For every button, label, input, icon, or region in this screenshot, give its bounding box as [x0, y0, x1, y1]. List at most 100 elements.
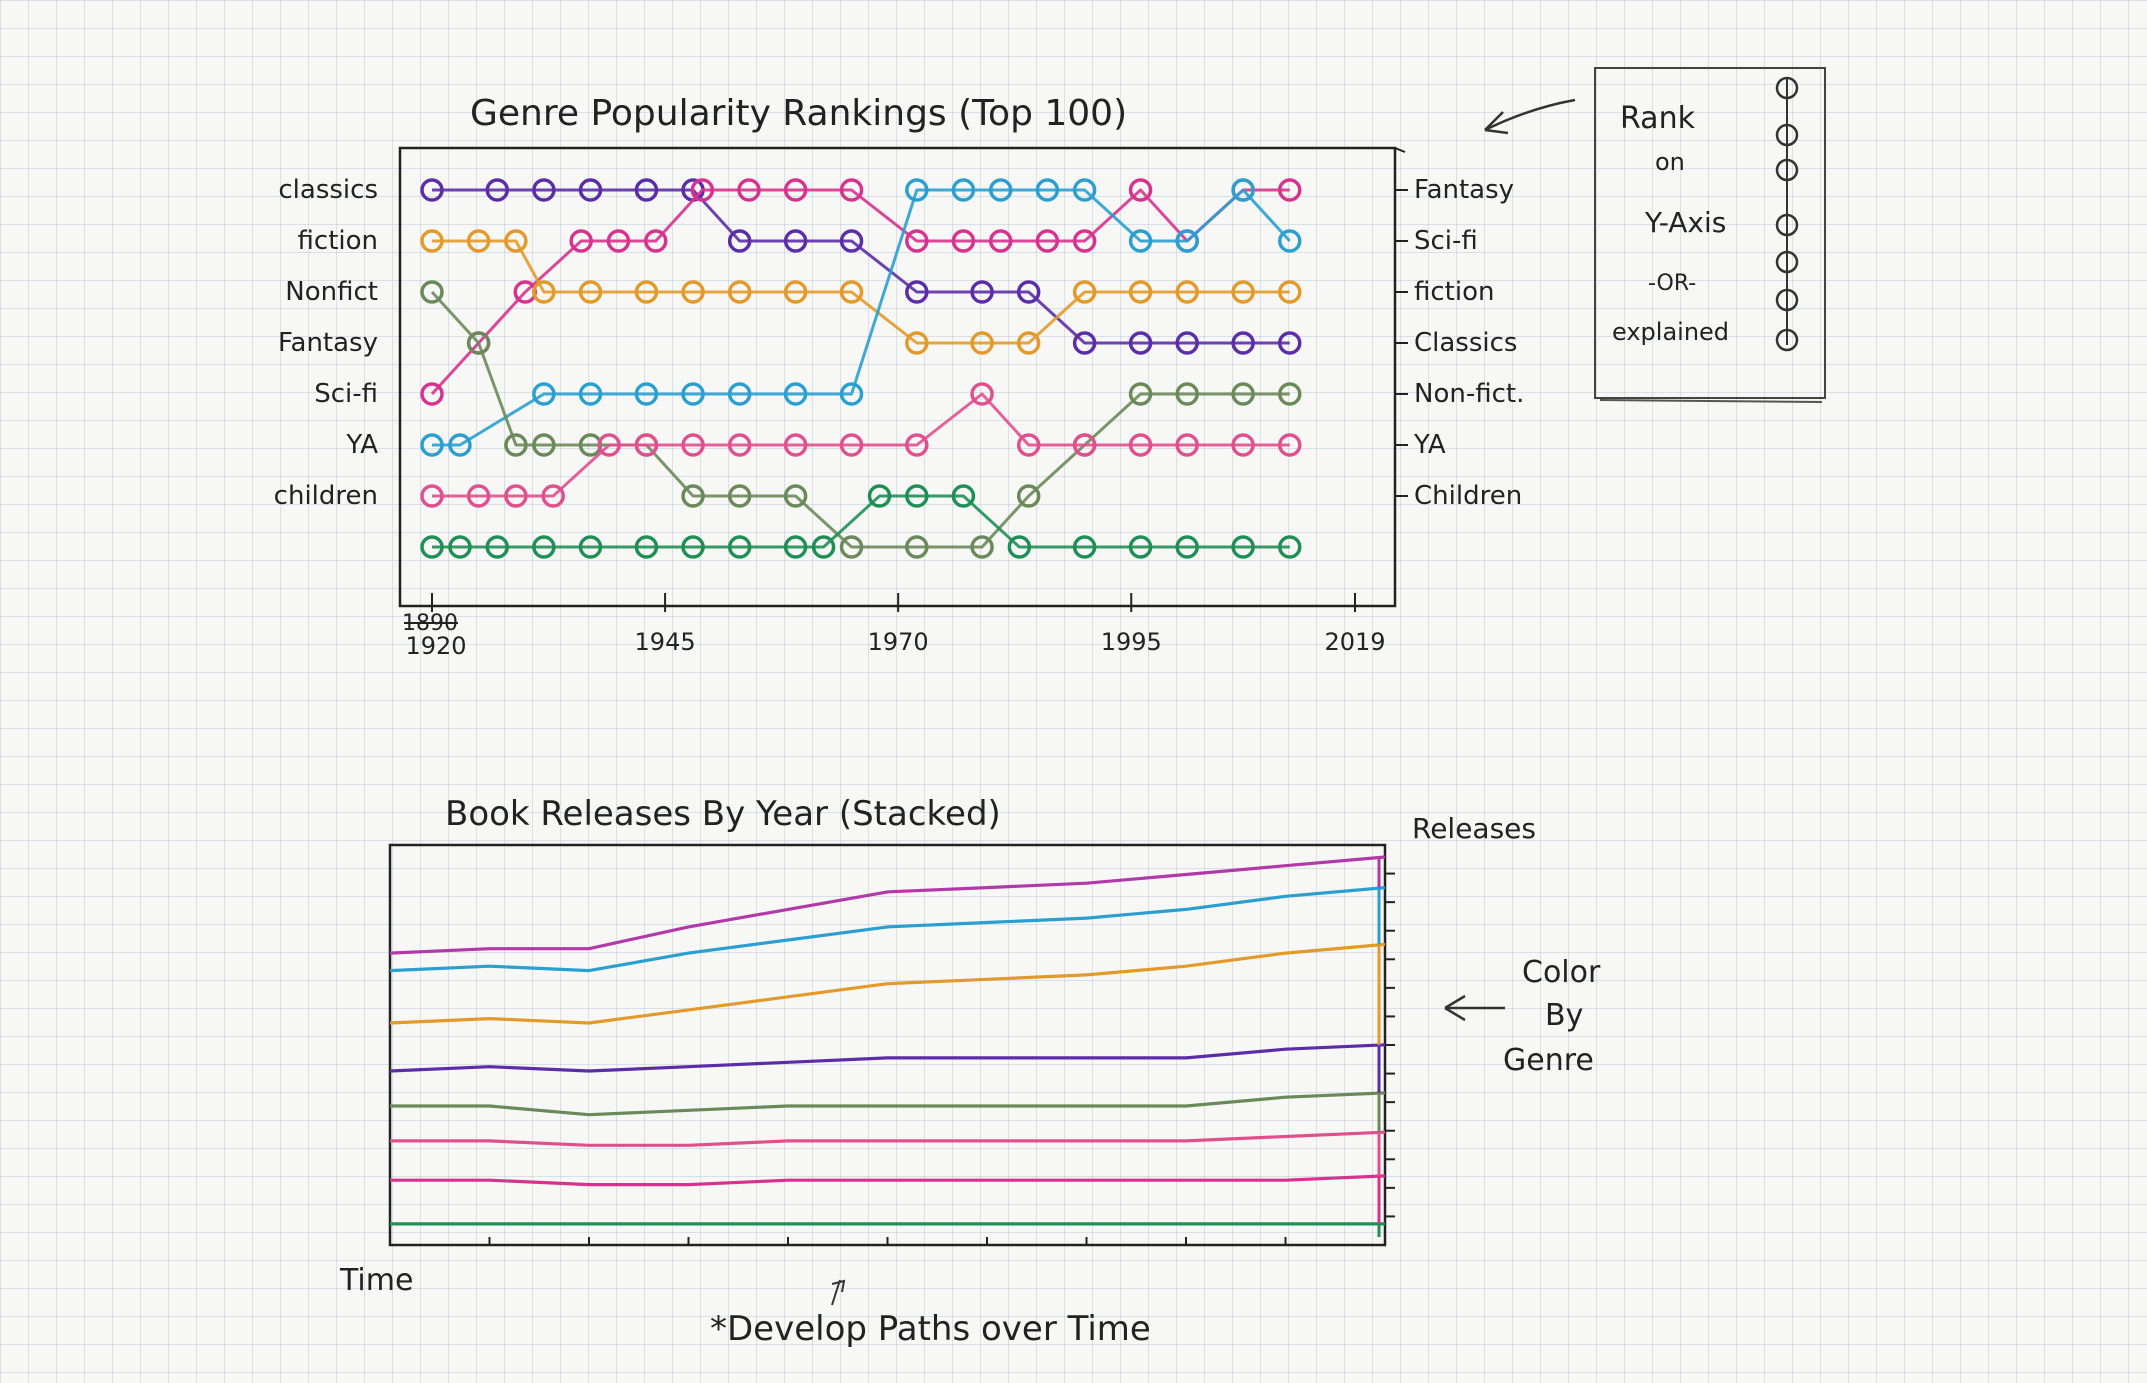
color-note-line-1: Color [1522, 955, 1601, 990]
rank-point [1277, 535, 1302, 559]
rank-point [1175, 331, 1199, 355]
rank-point [783, 484, 808, 508]
rank-note-underline [1599, 399, 1823, 403]
rank-series [420, 178, 1302, 355]
rank-point [634, 382, 659, 406]
rank-series-group [420, 178, 1302, 559]
rank-chart-frame-tail [1394, 147, 1406, 153]
rank-point [1175, 535, 1199, 559]
color-note-arrowhead [1444, 994, 1466, 1022]
rank-point [783, 382, 808, 406]
color-note: Color By Genre [1444, 955, 1601, 1078]
area-ticks [488, 872, 1395, 1245]
rank-point [681, 280, 705, 304]
rank-point [839, 382, 864, 406]
rank-point [951, 178, 976, 202]
rank-point [1231, 178, 1255, 202]
rank-point [1072, 229, 1097, 253]
rank-point [1231, 331, 1255, 355]
rank-point [839, 535, 864, 559]
rank-note-line-1: Rank [1620, 101, 1696, 136]
rank-point [905, 433, 929, 457]
rank-point [727, 280, 752, 304]
rank-point [905, 229, 929, 253]
area-series [390, 1174, 1386, 1224]
rank-point [1231, 535, 1255, 559]
rank-series-line [432, 188, 1291, 447]
rank-point [783, 535, 808, 559]
area-series [389, 886, 1386, 973]
rank-point [504, 229, 528, 253]
rank-point [1277, 382, 1302, 406]
rank-point [1128, 178, 1153, 202]
rank-point [1128, 280, 1153, 304]
rank-point [727, 229, 752, 253]
rank-point [420, 178, 444, 202]
rank-right-label: Classics [1414, 328, 1517, 358]
area-series-line [390, 1174, 1386, 1187]
rank-point [448, 433, 472, 457]
rank-point [1072, 331, 1097, 355]
rank-series [420, 382, 1302, 508]
rank-note-frame [1594, 67, 1826, 399]
rank-left-label: YA [345, 430, 378, 460]
area-series-line [389, 855, 1386, 955]
area-series-line [389, 942, 1386, 1025]
rank-note-box: Rank on Y-Axis -OR- explained [1594, 67, 1826, 403]
rank-point [532, 535, 556, 559]
rank-point [578, 535, 603, 559]
rank-point [634, 280, 659, 304]
rank-point [905, 178, 929, 202]
rank-point [634, 433, 659, 457]
area-series [390, 1130, 1386, 1176]
rank-point [504, 484, 528, 508]
rank-point [1128, 433, 1153, 457]
rank-point [681, 433, 705, 457]
rank-point [1035, 178, 1060, 202]
rank-right-label: YA [1413, 430, 1446, 460]
rank-point [420, 229, 444, 253]
rank-point [1277, 433, 1302, 457]
rank-point [1128, 382, 1153, 406]
rank-point [951, 484, 976, 508]
rank-point [1231, 433, 1255, 457]
area-series-line [390, 1130, 1386, 1147]
rank-point [420, 484, 444, 508]
rank-point [727, 535, 752, 559]
rank-series [420, 178, 1302, 457]
rank-note-arrow [1484, 98, 1576, 135]
area-series-line [389, 1043, 1386, 1073]
rank-left-label: children [274, 481, 378, 511]
rank-point [905, 331, 929, 355]
area-series-line [390, 1091, 1386, 1117]
rank-point [578, 382, 603, 406]
rank-point [1175, 280, 1199, 304]
rank-point [1016, 433, 1041, 457]
rank-point [783, 178, 808, 202]
rank-point [420, 280, 444, 304]
area-series-group [389, 855, 1386, 1237]
rank-point [1128, 535, 1153, 559]
rank-point [681, 535, 705, 559]
rank-point [485, 535, 510, 559]
rank-point [420, 382, 444, 406]
area-series [389, 1043, 1386, 1093]
rank-x-tick-label: 1970 [868, 628, 929, 656]
rank-point [466, 484, 491, 508]
rank-note-line-2: on [1655, 148, 1685, 176]
rank-point [690, 178, 715, 202]
rank-point [485, 178, 510, 202]
rank-point [504, 433, 528, 457]
rank-note-line-4: -OR- [1648, 271, 1696, 296]
area-series-line [389, 886, 1386, 973]
rank-point [634, 535, 659, 559]
rank-point [988, 178, 1013, 202]
rank-point [532, 433, 556, 457]
rank-point [578, 280, 603, 304]
rank-series-line [432, 188, 1290, 345]
rank-series-line [432, 392, 1290, 498]
rank-point [1072, 535, 1097, 559]
rank-left-label: Sci-fi [314, 379, 378, 409]
rank-point [727, 433, 752, 457]
rank-point [466, 229, 491, 253]
